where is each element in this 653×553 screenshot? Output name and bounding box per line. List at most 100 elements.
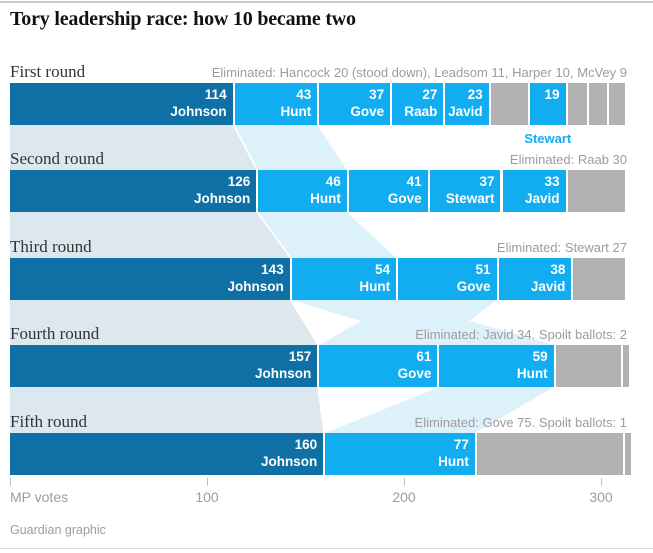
- bar-segment-spoilt-ballots: [622, 345, 629, 387]
- axis-label: MP votes: [10, 489, 69, 505]
- segment-value: 54: [375, 262, 391, 277]
- round-header-third-round: Third round Eliminated: Stewart 27: [10, 237, 627, 257]
- bar-segment-javid: 33 Javid: [502, 170, 566, 212]
- round-label: Fourth round: [10, 324, 100, 343]
- segment-label: Javid: [448, 104, 483, 119]
- eliminated-note: Eliminated: Raab 30: [509, 152, 627, 167]
- segment-value: 114: [204, 87, 227, 102]
- bar-segment-hunt: 59 Hunt: [439, 345, 554, 387]
- eliminated-note: Eliminated: Hancock 20 (stood down), Lea…: [211, 65, 627, 80]
- eliminated-note: Eliminated: Javid 34. Spoilt ballots: 2: [415, 327, 627, 342]
- credit: Guardian graphic: [10, 523, 106, 537]
- segment-value: 51: [475, 262, 491, 277]
- segment-value: 37: [369, 87, 385, 102]
- round-header-first-round: First round Eliminated: Hancock 20 (stood…: [10, 62, 627, 82]
- bar-segment-raab: 27 Raab: [392, 83, 444, 125]
- flow-band-gove: [319, 300, 497, 345]
- flow-band-johnson: [10, 300, 318, 345]
- bar-segment-javid: 38 Javid: [498, 258, 572, 300]
- axis-tick-100: [207, 478, 208, 486]
- segment-label: Johnson: [255, 366, 312, 381]
- segment-label: Hunt: [516, 366, 548, 381]
- segment-label: Gove: [456, 279, 491, 294]
- bar-segment-johnson: 126 Johnson: [10, 170, 257, 212]
- bar-segment-hancock: [490, 83, 529, 125]
- segment-value: 19: [544, 87, 560, 102]
- segment-label: Hunt: [359, 279, 391, 294]
- flow-band-hunt: [258, 212, 397, 258]
- bar-segment-gove: 51 Gove: [398, 258, 497, 300]
- bar-row-third-round: 143 Johnson 54 Hunt 51 Gove 38 Javid: [0, 258, 653, 300]
- bar-segment-johnson: 114 Johnson: [10, 83, 233, 125]
- segment-value: 77: [453, 437, 469, 452]
- bar-segment-leadsom: [567, 83, 588, 125]
- segment-label: Stewart: [445, 191, 495, 206]
- bar-segment-johnson: 160 Johnson: [10, 433, 324, 475]
- segment-value: 33: [544, 174, 560, 189]
- bar-segment-javid: [555, 345, 621, 387]
- bar-segment-gove: 37 Gove: [319, 83, 391, 125]
- flow-band-hunt: [234, 125, 347, 170]
- round-header-fourth-round: Fourth round Eliminated: Javid 34. Spoilt…: [10, 324, 627, 344]
- axis-tick-label-200: 200: [392, 489, 416, 505]
- axis-tick-200: [404, 478, 405, 486]
- bar-segment-stewart: [573, 258, 625, 300]
- bar-segment-hunt: 43 Hunt: [234, 83, 318, 125]
- segment-value: 143: [261, 262, 284, 277]
- flow-band-johnson: [10, 125, 257, 170]
- axis-tick-0: [10, 478, 11, 486]
- segment-label: Hunt: [438, 454, 469, 469]
- segment-label: Johnson: [193, 191, 251, 206]
- bottom-rule: [0, 548, 653, 549]
- segment-value: 41: [406, 174, 422, 189]
- bar-segment-spoilt-ballots: [624, 433, 631, 475]
- bar-segment-harper: [589, 83, 607, 125]
- bar-segment-hunt: 46 Hunt: [258, 170, 347, 212]
- page-title: Tory leadership race: how 10 became two: [10, 8, 356, 30]
- axis-tick-300: [601, 478, 602, 486]
- round-label: First round: [10, 62, 86, 81]
- segment-label: Javid: [524, 191, 560, 206]
- segment-label: Gove: [350, 104, 385, 119]
- segment-value: 43: [296, 87, 312, 102]
- bar-row-fifth-round: 160 Johnson 77 Hunt: [0, 433, 653, 475]
- flow-band-johnson: [10, 387, 324, 433]
- bar-segment-stewart: 19: [530, 83, 566, 125]
- bar-segment-gove: 61 Gove: [319, 345, 438, 387]
- bar-segment-stewart: 37 Stewart: [429, 170, 501, 212]
- segment-value: 23: [467, 87, 483, 102]
- segment-value: 27: [422, 87, 438, 102]
- bar-segment-javid: 23 Javid: [445, 83, 489, 125]
- bar-segment-johnson: 157 Johnson: [10, 345, 318, 387]
- bar-segment-hunt: 77 Hunt: [325, 433, 475, 475]
- bar-segment-mcvey: [608, 83, 625, 125]
- segment-value: 160: [294, 437, 318, 452]
- segment-value: 61: [416, 349, 432, 364]
- segment-value: 37: [479, 174, 495, 189]
- bar-segment-hunt: 54 Hunt: [291, 258, 397, 300]
- segment-label: Gove: [397, 366, 432, 381]
- bar-segment-raab: [567, 170, 625, 212]
- segment-label: Gove: [387, 191, 422, 206]
- bar-segment-gove: [476, 433, 623, 475]
- annotation-stewart: Stewart: [524, 131, 572, 146]
- bar-row-first-round: 114 Johnson 43 Hunt 37 Gove 27 Raab 23 Javid 19: [0, 83, 653, 125]
- segment-value: 59: [532, 349, 548, 364]
- round-label: Second round: [10, 149, 104, 168]
- round-label: Third round: [10, 237, 92, 256]
- segment-value: 38: [550, 262, 566, 277]
- bar-row-fourth-round: 157 Johnson 61 Gove 59 Hunt: [0, 345, 653, 387]
- round-header-fifth-round: Fifth round Eliminated: Gove 75. Spoilt b…: [10, 412, 627, 432]
- flow-band-johnson: [10, 212, 290, 258]
- segment-label: Javid: [530, 279, 566, 294]
- segment-value: 157: [288, 349, 312, 364]
- axis-tick-label-300: 300: [589, 489, 613, 505]
- flow-band-hunt: [325, 387, 554, 433]
- eliminated-note: Eliminated: Gove 75. Spoilt ballots: 1: [414, 415, 627, 430]
- round-header-second-round: Second round Eliminated: Raab 30: [10, 149, 627, 169]
- segment-label: Johnson: [170, 104, 227, 119]
- segment-label: Hunt: [280, 104, 312, 119]
- bar-segment-gove: 41 Gove: [348, 170, 428, 212]
